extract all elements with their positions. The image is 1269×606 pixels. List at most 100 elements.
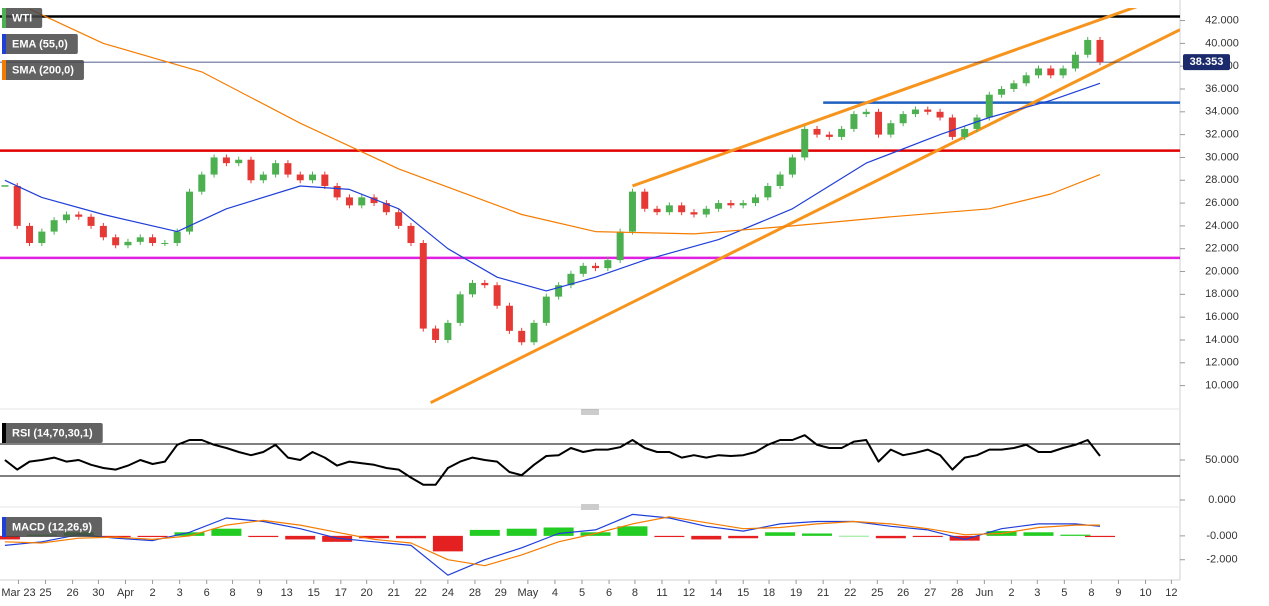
y-tick-label: 12.000 bbox=[1205, 357, 1239, 369]
candle bbox=[862, 111, 870, 115]
candle bbox=[136, 237, 144, 242]
candle bbox=[998, 88, 1006, 95]
x-tick-label: 13 bbox=[281, 587, 293, 599]
histogram-bar bbox=[838, 535, 869, 537]
candle bbox=[38, 231, 46, 244]
candle bbox=[628, 191, 636, 232]
candle bbox=[235, 159, 243, 164]
histogram-bar bbox=[1023, 532, 1054, 536]
x-tick-label: 3 bbox=[1034, 587, 1040, 599]
y-tick-label: 22.000 bbox=[1205, 243, 1239, 255]
x-tick-label: 8 bbox=[229, 587, 235, 599]
histogram-bar bbox=[1060, 534, 1091, 536]
histogram-bar bbox=[617, 526, 648, 536]
x-tick-label: 28 bbox=[469, 587, 481, 599]
legend-label: EMA (55,0) bbox=[12, 38, 68, 50]
legend-box bbox=[2, 517, 103, 537]
y-tick-label: 10.000 bbox=[1205, 380, 1239, 392]
histogram-bar bbox=[912, 535, 943, 538]
candle bbox=[185, 191, 193, 232]
histogram-bar bbox=[211, 528, 242, 536]
signal-line bbox=[4, 516, 1100, 567]
x-tick-label: 11 bbox=[656, 587, 667, 599]
y-tick-label: 28.000 bbox=[1205, 174, 1239, 186]
y-tick-label: 42.000 bbox=[1205, 14, 1239, 26]
candle bbox=[1096, 39, 1104, 63]
candle bbox=[321, 174, 329, 186]
legend-swatch bbox=[2, 423, 6, 443]
last-price-label: 38.353 bbox=[1190, 56, 1224, 68]
candle bbox=[1047, 68, 1055, 76]
indicator-line bbox=[4, 82, 1101, 292]
candle bbox=[616, 231, 624, 261]
histogram-bar bbox=[949, 535, 980, 541]
candle bbox=[801, 128, 809, 158]
legend-label: WTI bbox=[12, 12, 32, 24]
legend-label: MACD (12,26,9) bbox=[12, 521, 92, 533]
panel-handle[interactable] bbox=[581, 409, 599, 510]
candle bbox=[309, 174, 317, 181]
candle bbox=[690, 212, 698, 215]
legend-box bbox=[2, 8, 43, 28]
candle bbox=[1010, 83, 1018, 89]
candle bbox=[505, 305, 513, 331]
x-tick-label: 9 bbox=[1115, 587, 1121, 599]
candle bbox=[764, 185, 772, 198]
x-tick-label: 26 bbox=[897, 587, 909, 599]
x-tick-label: 29 bbox=[495, 587, 507, 599]
y-tick-label: 40.000 bbox=[1205, 37, 1239, 49]
candle bbox=[222, 157, 230, 164]
legend-box bbox=[2, 34, 78, 54]
candle bbox=[702, 208, 710, 215]
candle bbox=[715, 203, 723, 209]
x-tick-label: 15 bbox=[308, 587, 320, 599]
candle bbox=[26, 225, 34, 244]
candle bbox=[1034, 68, 1042, 76]
candle bbox=[247, 159, 255, 181]
histogram-bar bbox=[100, 535, 131, 538]
y-tick-label: 16.000 bbox=[1205, 311, 1239, 323]
candle bbox=[739, 203, 747, 206]
candle bbox=[50, 220, 58, 232]
candle bbox=[444, 322, 452, 340]
last-price-box bbox=[1183, 54, 1230, 71]
candle bbox=[665, 205, 673, 213]
candle bbox=[813, 128, 821, 135]
candle bbox=[518, 330, 526, 343]
x-tick-label: 26 bbox=[66, 587, 78, 599]
candle bbox=[432, 328, 440, 340]
candle bbox=[924, 109, 932, 112]
histogram-bar bbox=[728, 535, 759, 539]
legend-box bbox=[2, 60, 84, 80]
candle bbox=[407, 225, 415, 244]
x-tick-label: 21 bbox=[388, 587, 400, 599]
candle bbox=[985, 94, 993, 118]
legend-item: RSI (14,70,30,1) bbox=[2, 423, 103, 443]
candle bbox=[678, 205, 686, 213]
y-tick-label: 34.000 bbox=[1205, 106, 1239, 118]
y-tick-label: 32.000 bbox=[1205, 129, 1239, 141]
plot-area bbox=[0, 8, 1180, 405]
candle bbox=[173, 231, 181, 244]
candle bbox=[468, 282, 476, 295]
histogram-bar bbox=[691, 535, 722, 540]
legend-item: EMA (55,0) bbox=[2, 34, 78, 54]
histogram-bar bbox=[875, 535, 906, 539]
candle bbox=[493, 285, 501, 306]
y-tick-label: 14.000 bbox=[1205, 334, 1239, 346]
y-tick-label: 50.000 bbox=[1205, 454, 1239, 466]
histogram-bar bbox=[285, 535, 316, 540]
histogram-bar bbox=[137, 535, 168, 538]
x-tick-label: 22 bbox=[844, 587, 856, 599]
histogram-bar bbox=[654, 535, 685, 538]
x-tick-label: Apr bbox=[117, 587, 134, 599]
candle bbox=[961, 128, 969, 137]
candle bbox=[850, 114, 858, 129]
x-tick-label: 6 bbox=[204, 587, 210, 599]
y-tick-label: 30.000 bbox=[1205, 151, 1239, 163]
x-tick-label: Jun bbox=[975, 587, 993, 599]
candle bbox=[13, 185, 21, 226]
x-tick-label: 25 bbox=[871, 587, 883, 599]
